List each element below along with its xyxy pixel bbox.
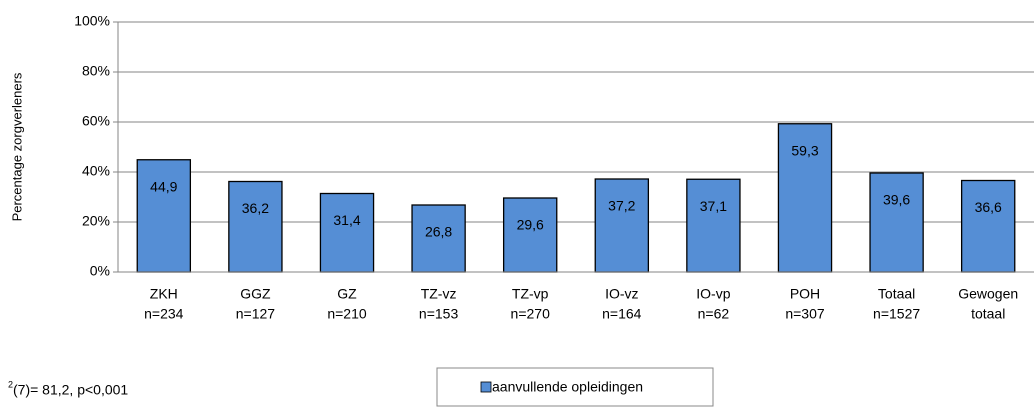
bar: [686, 178, 741, 273]
value-label: 37,2: [608, 198, 635, 214]
value-label: 39,6: [883, 192, 910, 208]
x-tick-label: n=234: [144, 306, 184, 322]
value-label: 44,9: [150, 178, 177, 194]
x-tick-label: n=127: [236, 306, 276, 322]
y-tick-label: 0%: [90, 263, 110, 279]
value-label: 36,6: [975, 199, 1002, 215]
x-tick-label: TZ-vp: [512, 286, 549, 302]
bar: [502, 197, 558, 273]
x-tick-label: totaal: [971, 306, 1005, 322]
y-tick-label: 100%: [74, 13, 110, 29]
value-label: 31,4: [333, 212, 360, 228]
value-label: 37,1: [700, 198, 727, 214]
value-label: 59,3: [791, 142, 818, 158]
legend-label: aanvullende opleidingen: [492, 379, 643, 395]
value-label: 26,8: [425, 224, 452, 240]
bar: [869, 172, 924, 273]
bar: [960, 179, 1016, 273]
bar: [136, 159, 192, 273]
x-tick-label: n=62: [698, 306, 730, 322]
y-tick-label: 80%: [82, 63, 110, 79]
y-tick-label: 60%: [82, 113, 110, 129]
x-tick-label: IO-vz: [605, 286, 638, 302]
x-tick-label: GGZ: [240, 286, 271, 302]
x-tick-label: n=164: [602, 306, 642, 322]
x-tick-label: n=210: [327, 306, 367, 322]
x-tick-label: n=307: [785, 306, 825, 322]
x-tick-label: n=270: [511, 306, 551, 322]
bar: [228, 180, 283, 273]
y-tick-label: 40%: [82, 163, 110, 179]
annotation-sup: 2: [8, 379, 13, 389]
bar: [594, 178, 650, 273]
x-tick-label: TZ-vz: [421, 286, 457, 302]
x-tick-label: Totaal: [878, 286, 915, 302]
annotation: (7)= 81,2, p<0,001: [13, 382, 128, 398]
x-tick-label: ZKH: [150, 286, 178, 302]
x-tick-label: POH: [790, 286, 820, 302]
y-axis-title: Percentage zorgverleners: [9, 72, 24, 221]
y-tick-label: 20%: [82, 213, 110, 229]
legend-swatch: [480, 381, 492, 393]
value-label: 36,2: [242, 200, 269, 216]
x-tick-label: GZ: [337, 286, 357, 302]
x-tick-label: Gewogen: [958, 286, 1018, 302]
value-label: 29,6: [517, 217, 544, 233]
bar: [319, 192, 375, 273]
x-tick-label: IO-vp: [696, 286, 730, 302]
x-tick-label: n=1527: [873, 306, 920, 322]
x-tick-label: n=153: [419, 306, 459, 322]
